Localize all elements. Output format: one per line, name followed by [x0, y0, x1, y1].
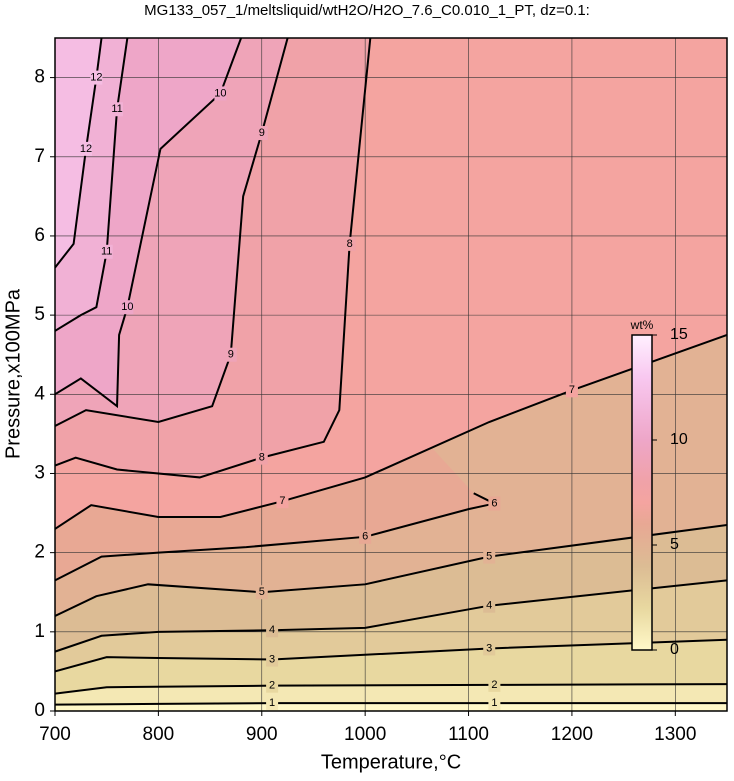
- y-axis-label: Pressure,x100MPa: [2, 288, 24, 459]
- contour-label-bg: [255, 450, 268, 465]
- contour-label-bg: [483, 598, 496, 613]
- contour-label: 2: [491, 679, 497, 691]
- y-tick-label: 8: [34, 67, 45, 88]
- contour-label-bg: [343, 236, 356, 251]
- contour-label: 3: [486, 642, 492, 654]
- chart-title: MG133_057_1/meltsliquid/wtH2O/H2O_7.6_C0…: [144, 2, 590, 19]
- contour-label-bg: [90, 70, 103, 85]
- contour-label: 1: [491, 697, 497, 709]
- y-tick-label: 0: [34, 700, 45, 721]
- x-tick-label: 1300: [654, 724, 696, 745]
- contour-label: 3: [269, 653, 275, 665]
- contour-label: 9: [259, 127, 265, 139]
- contour-label: 11: [101, 246, 112, 258]
- contour-label: 12: [90, 71, 102, 83]
- contour-label-bg: [276, 494, 289, 509]
- x-axis-label: Temperature,°C: [321, 751, 461, 773]
- colorbar-tick-label: 10: [670, 431, 688, 448]
- contour-label-bg: [214, 86, 227, 101]
- contour-label: 12: [80, 143, 92, 155]
- y-tick-label: 1: [34, 621, 45, 642]
- y-tick-label: 5: [34, 304, 45, 325]
- y-tick-label: 4: [34, 383, 45, 404]
- contour-label-bg: [121, 300, 134, 315]
- colorbar: [631, 334, 653, 651]
- x-tick-label: 900: [246, 724, 278, 745]
- contour-label-bg: [488, 696, 501, 711]
- contour-label-bg: [266, 623, 279, 638]
- contour-line: [55, 638, 727, 673]
- colorbar-tick-label: 15: [670, 326, 688, 343]
- contour-label: 7: [569, 384, 575, 396]
- overlay: 700 800 900 1000 1100 1200 1300012345678wt%051…: [34, 37, 728, 745]
- contour-line: [55, 38, 243, 409]
- contour-label-bg: [111, 102, 124, 117]
- x-tick-label: 1000: [344, 724, 386, 745]
- contour-label-bg: [488, 496, 501, 511]
- contour-label-bg: [565, 383, 578, 398]
- contour-label: 6: [362, 531, 368, 543]
- y-tick-label: 7: [34, 146, 45, 167]
- contour-label-bg: [266, 678, 279, 693]
- colorbar-tick-label: 0: [670, 641, 679, 658]
- contour-label: 2: [269, 680, 275, 692]
- contour-label: 8: [347, 238, 353, 250]
- contour-label-bg: [483, 549, 496, 564]
- contour-label: 5: [486, 551, 492, 563]
- contour-label: 5: [259, 586, 265, 598]
- colorbar-tick-label: 5: [670, 536, 679, 553]
- contour-label: 7: [279, 495, 285, 507]
- x-tick-label: 1100: [448, 724, 489, 745]
- contour-fill: [55, 38, 102, 268]
- contour-label: 10: [214, 87, 226, 99]
- contour-label: 10: [121, 301, 133, 313]
- contour-label-bg: [80, 141, 93, 156]
- contour-label-bg: [255, 585, 268, 600]
- contour-label: 1: [269, 697, 275, 709]
- contour-label-bg: [224, 347, 237, 362]
- x-tick-label: 800: [143, 724, 175, 745]
- contour-label-bg: [359, 529, 372, 544]
- contour-label: 4: [269, 624, 275, 636]
- contour-label-bg: [100, 244, 113, 259]
- y-tick-label: 6: [34, 225, 45, 246]
- contour-label-bg: [266, 696, 279, 711]
- contour-label-bg: [255, 126, 268, 141]
- contour-label: 11: [111, 103, 122, 115]
- contour-label: 9: [228, 349, 234, 361]
- plot-frame: [54, 37, 728, 712]
- contour-line: [55, 38, 289, 427]
- x-tick-label: 700: [39, 724, 71, 745]
- contour-label: 6: [491, 497, 497, 509]
- contour-line: [55, 38, 129, 332]
- contour-label-bg: [483, 641, 496, 656]
- contour-label: 8: [259, 452, 265, 464]
- y-tick-label: 2: [34, 542, 45, 563]
- contour-label: 4: [486, 600, 492, 612]
- contour-label-bg: [266, 652, 279, 667]
- colorbar-label: wt%: [630, 318, 654, 332]
- y-tick-label: 3: [34, 462, 45, 483]
- x-tick-label: 1200: [551, 724, 593, 745]
- contour-label-bg: [488, 677, 501, 692]
